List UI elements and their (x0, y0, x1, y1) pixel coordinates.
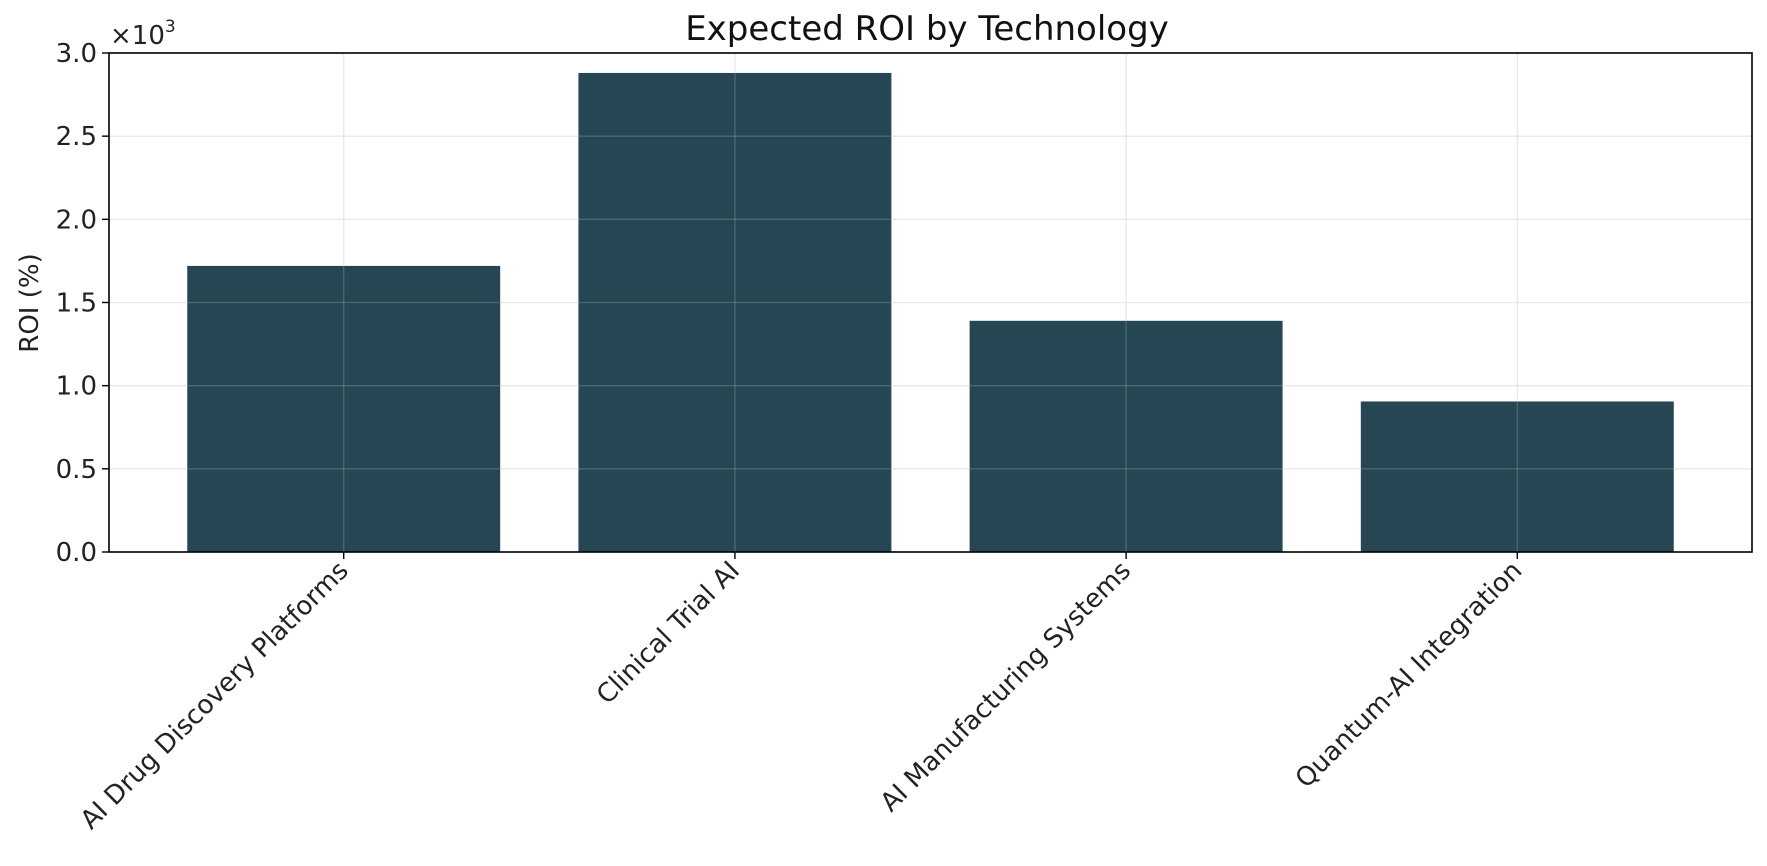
y-axis-label: ROI (%) (15, 253, 45, 352)
y-tick-label: 1.0 (56, 372, 97, 402)
bar (578, 72, 892, 553)
y-tick-label: 0.5 (56, 455, 97, 485)
y-tick-label: 0.0 (56, 538, 97, 568)
chart-title: Expected ROI by Technology (685, 9, 1169, 49)
y-tick-label: 1.5 (56, 289, 97, 319)
x-axis-ticks: AI Drug Discovery Platforms Clinical Tria… (75, 552, 1528, 835)
bar (969, 320, 1283, 552)
bar (187, 265, 501, 552)
y-tick-label: 2.0 (56, 205, 97, 235)
y-axis-ticks: 0.0 0.5 1.0 1.5 2.0 2.5 3.0 (56, 39, 109, 568)
x-tick-label: AI Manufacturing Systems (875, 556, 1137, 818)
y-axis-multiplier: ×103 (110, 17, 176, 51)
x-tick-label: AI Drug Discovery Platforms (75, 556, 355, 836)
bars (187, 72, 1674, 553)
y-tick-label: 2.5 (56, 122, 97, 152)
x-tick-label: Quantum-AI Integration (1290, 556, 1528, 794)
y-tick-label: 3.0 (56, 39, 97, 69)
bar (1360, 401, 1674, 552)
x-tick-label: Clinical Trial AI (591, 556, 746, 711)
